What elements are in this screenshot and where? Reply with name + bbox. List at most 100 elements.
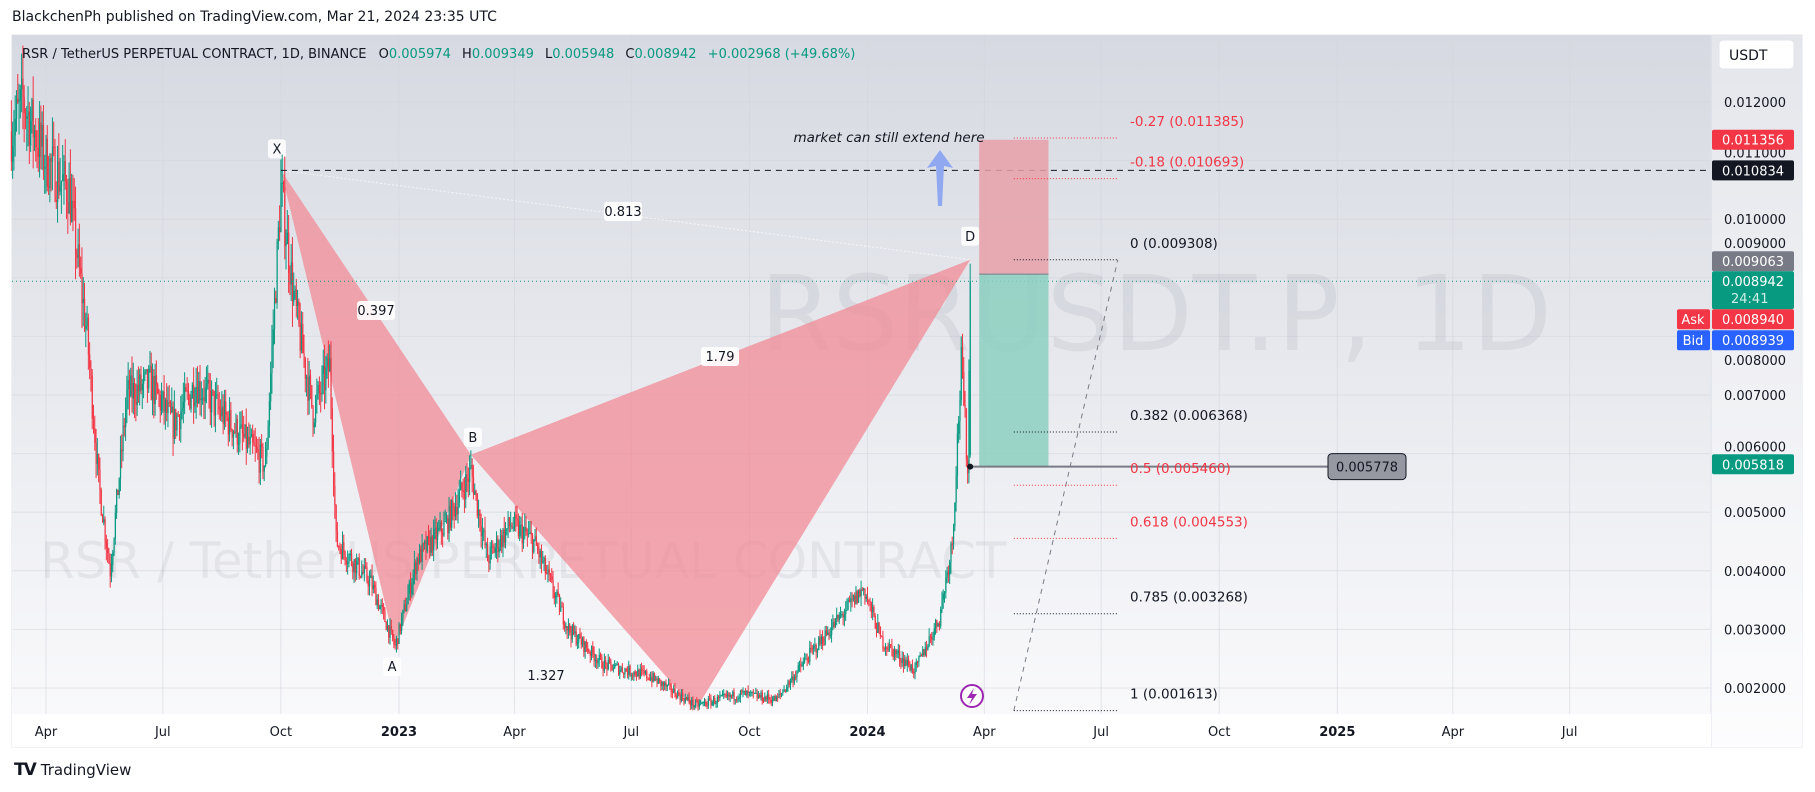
candle-body (553, 593, 556, 598)
candle-body (793, 676, 796, 683)
label-bg (463, 427, 482, 447)
candle-body (923, 649, 925, 656)
candle-body (302, 324, 304, 354)
candle-body (410, 582, 412, 595)
candle-body (764, 696, 766, 702)
time-axis[interactable]: Apr Jul Oct 2023 Apr Jul Oct 2024 Apr Jul Oct 2025 A… (35, 725, 1578, 740)
candle-body (734, 699, 736, 701)
candle-body (345, 560, 348, 564)
candle-body (890, 644, 892, 646)
candle-body (18, 100, 20, 103)
candle-body (399, 623, 401, 631)
candle-body (139, 374, 141, 392)
position-target-zone[interactable] (979, 139, 1049, 275)
candle-body (352, 563, 354, 573)
candle-body (562, 606, 564, 625)
currency-button[interactable]: USDT (1718, 39, 1795, 70)
candle-body (932, 636, 934, 640)
candle-body (315, 399, 317, 423)
candle-body (419, 548, 421, 564)
candle-body (449, 505, 452, 528)
candle-body (944, 592, 946, 594)
candle-body (231, 429, 233, 438)
candle-body (295, 289, 298, 306)
candle-body (584, 641, 586, 652)
candle-body (881, 636, 883, 638)
candle-body (614, 665, 616, 669)
lightning-icon[interactable] (960, 684, 984, 708)
xab-triangle[interactable] (280, 170, 471, 646)
candle-body (376, 599, 378, 606)
xabcd-pattern[interactable]: X A B D 0.813 0.397 1.79 1.327 (267, 139, 980, 710)
candle-body (539, 550, 541, 558)
candle-body (320, 392, 322, 395)
candle-body (440, 522, 443, 534)
candle-body (58, 161, 60, 192)
candle-body (895, 649, 897, 655)
ask-price-bg (1712, 309, 1794, 330)
pattern-point-label: D (961, 226, 980, 246)
drawings[interactable]: 0.005778 -0.27 (0.011385) -0.18 (0.010693)… (12, 114, 1711, 712)
arrow-up-icon[interactable] (927, 150, 953, 206)
candle-body (896, 653, 898, 655)
candle-body (629, 665, 631, 676)
candle-body (926, 647, 928, 651)
candle-body (226, 414, 228, 418)
candle-body (549, 574, 552, 577)
candle-body (22, 78, 24, 98)
candle-body (402, 610, 404, 619)
candle-body (837, 614, 839, 621)
candle-body (356, 561, 358, 574)
price-axis-bg (1712, 35, 1802, 747)
candle-body (938, 623, 941, 627)
candle-body (50, 157, 52, 162)
candle-body (534, 536, 536, 540)
candle-body (919, 655, 921, 657)
candle-body (213, 391, 215, 416)
annotation-text[interactable]: market can still extend here (793, 130, 984, 146)
candle-body (17, 98, 19, 103)
candle-body (404, 604, 407, 611)
candle-body (496, 538, 498, 548)
candle-body (286, 232, 289, 245)
candle-body (809, 647, 811, 662)
candle-body (746, 690, 748, 696)
candle-body (653, 673, 656, 680)
candle-body (675, 695, 677, 699)
candle-body (750, 691, 752, 693)
candle-body (524, 527, 526, 532)
ask-price: 0.008940 (1722, 313, 1784, 328)
candle-body (81, 273, 83, 304)
candle-body (588, 651, 590, 653)
candle-body (426, 536, 428, 552)
bid-tag-bg (1677, 330, 1710, 351)
candle-body (403, 604, 405, 611)
candle-body (36, 147, 38, 149)
candle-body (498, 547, 500, 553)
candle-body (221, 406, 223, 417)
candle-body (742, 691, 744, 693)
candle-body (298, 301, 300, 323)
bcd-triangle[interactable] (470, 259, 971, 710)
position-stop-zone[interactable] (979, 274, 1049, 467)
candle-body (754, 692, 756, 694)
candle-body (462, 489, 464, 493)
tradingview-logo[interactable]: TV TradingView (14, 760, 131, 780)
candle-body (542, 561, 544, 563)
candle-body (899, 650, 901, 661)
candle-body (856, 591, 858, 603)
candle-body (340, 549, 342, 559)
candle-body (959, 399, 961, 422)
tradingview-logo-icon: TV (14, 760, 37, 780)
entry-handle[interactable] (967, 463, 974, 470)
candle-body (840, 614, 842, 616)
candle-body (673, 688, 675, 693)
candle-body (933, 628, 935, 637)
candle-body (502, 529, 504, 547)
candle-body (529, 532, 531, 534)
candle-body (548, 569, 550, 575)
candle-body (134, 382, 136, 403)
price-axis[interactable]: 0.012000 0.011000 0.010000 0.009000 0.008000… (1724, 96, 1786, 697)
candle-body (950, 543, 952, 562)
